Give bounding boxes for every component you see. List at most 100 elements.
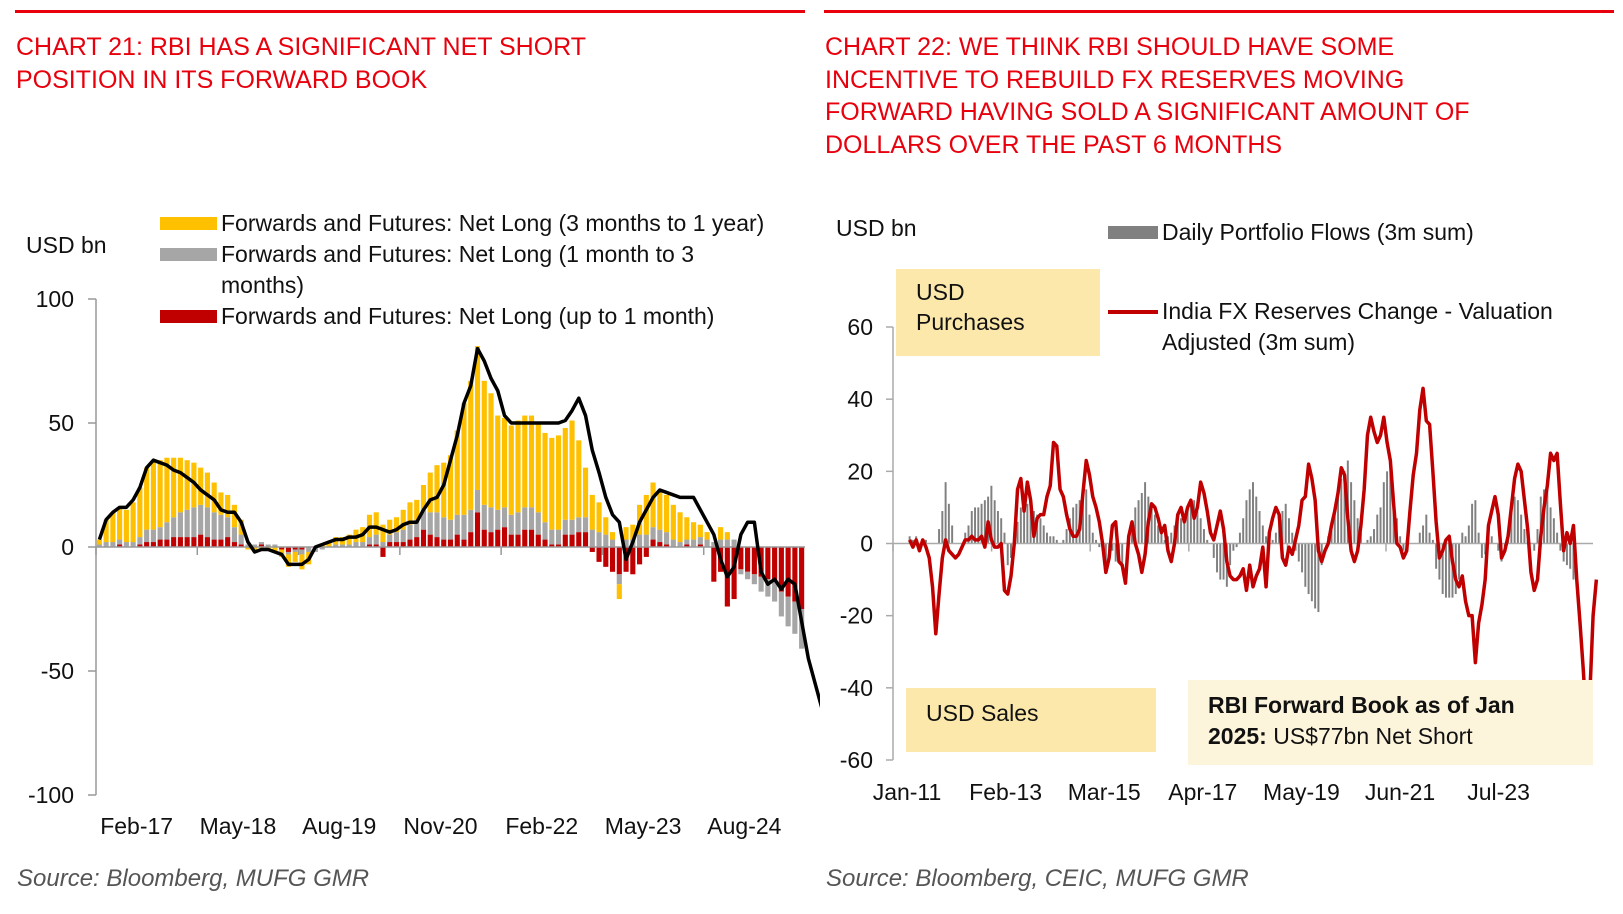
bar-segment [285, 554, 292, 567]
bar-segment [474, 512, 481, 547]
bar-segment [407, 502, 413, 525]
legend-label: Forwards and Futures: Net Long (3 months… [221, 210, 765, 236]
flow-bar [1454, 543, 1457, 595]
bar-segment [657, 542, 663, 547]
flow-bar [1565, 543, 1568, 566]
bar-segment [704, 539, 710, 547]
bar-segment [555, 529, 562, 545]
bar-segment [616, 584, 622, 600]
bar-segment [225, 537, 231, 547]
bar-segment [157, 539, 163, 547]
bar-segment [555, 544, 562, 547]
flow-bar [941, 511, 944, 544]
flow-bar [1183, 514, 1186, 544]
note-year: 2025: [1208, 723, 1267, 749]
bar-segment [204, 472, 210, 508]
flow-bar [1520, 514, 1523, 544]
bar-segment [643, 494, 649, 535]
bar-segment [623, 539, 629, 547]
bar-segment [603, 547, 609, 567]
bar-segment [144, 542, 150, 547]
bar-segment [326, 542, 332, 547]
bar-segment [123, 509, 129, 543]
bar-segment [582, 517, 589, 533]
bar-segment [495, 509, 501, 530]
flow-bar [1003, 532, 1006, 544]
flow-bar [1474, 500, 1477, 544]
bar-segment [711, 547, 717, 582]
flow-bar [1510, 503, 1513, 544]
flow-bar [1314, 543, 1317, 609]
bar-segment [495, 529, 501, 547]
bar-segment [515, 512, 521, 535]
bar-segment [231, 527, 237, 543]
bar-segment [103, 519, 109, 543]
bar-segment [434, 512, 440, 538]
legend-swatch-red [160, 310, 217, 323]
bar-segment [184, 509, 190, 538]
flow-bar [1389, 456, 1392, 544]
bar-segment [285, 547, 292, 552]
flow-bar [1176, 521, 1179, 544]
bar-segment [103, 542, 109, 547]
flow-bar [1399, 536, 1402, 544]
legend-item-fx-reserves: India FX Reserves Change - Valuation Adj… [1108, 296, 1623, 358]
bar-segment [535, 534, 541, 547]
bar-segment [441, 539, 447, 547]
flow-bar [1238, 532, 1241, 544]
flow-bar [1373, 529, 1375, 544]
bar-segment [468, 532, 474, 547]
bar-segment [292, 547, 298, 550]
flow-bar [1193, 500, 1196, 544]
bar-segment [609, 532, 616, 540]
bar-segment [191, 507, 197, 538]
flow-bar [1274, 532, 1277, 544]
bar-segment [589, 529, 595, 547]
flow-bar [1170, 532, 1173, 544]
bar-segment [562, 519, 568, 535]
left-title-line-1: CHART 21: RBI HAS A SIGNIFICANT NET SHOR… [16, 33, 587, 61]
flow-bar [990, 485, 993, 544]
bar-segment [454, 430, 460, 515]
bar-segment [258, 544, 264, 547]
flow-bar [925, 539, 927, 544]
bar-segment [454, 534, 460, 547]
bar-segment [501, 527, 508, 547]
total-net-line [97, 346, 820, 708]
flow-bar [1477, 532, 1480, 544]
bar-segment [117, 544, 123, 547]
flow-bar [1042, 525, 1045, 544]
flow-bar [1536, 529, 1539, 544]
right-y-unit-label: USD bn [836, 215, 917, 241]
bar-segment [434, 537, 440, 547]
flow-bar [1562, 543, 1565, 562]
bar-segment [130, 542, 136, 547]
bar-segment [799, 547, 805, 609]
flow-bar [1134, 507, 1137, 544]
y-tick-label: 40 [847, 386, 873, 412]
bar-segment [549, 437, 555, 530]
flow-bar [1062, 539, 1065, 544]
bar-segment [191, 537, 197, 547]
bar-segment [596, 547, 602, 562]
bar-segment [137, 537, 143, 545]
bar-segment [339, 544, 346, 547]
bar-segment [778, 547, 784, 592]
x-tick-label: Jan-11 [873, 779, 942, 805]
bar-segment [380, 542, 386, 547]
flow-bar [1075, 503, 1078, 544]
bar-segment [366, 544, 373, 547]
flow-bar [1055, 539, 1058, 544]
left-chart-title: CHART 21: RBI HAS A SIGNIFICANT NET SHOR… [16, 31, 586, 96]
bar-segment [569, 420, 575, 520]
legend-swatch-dark-grey [1108, 226, 1158, 239]
x-tick-label: May-18 [200, 813, 277, 839]
bar-segment [164, 522, 170, 540]
bar-segment [643, 534, 649, 547]
right-legend: Daily Portfolio Flows (3m sum) India FX … [1108, 217, 1623, 358]
bar-segment [400, 529, 406, 543]
bar-segment [144, 467, 150, 530]
flow-bar [1072, 507, 1075, 544]
bar-segment [117, 539, 123, 545]
